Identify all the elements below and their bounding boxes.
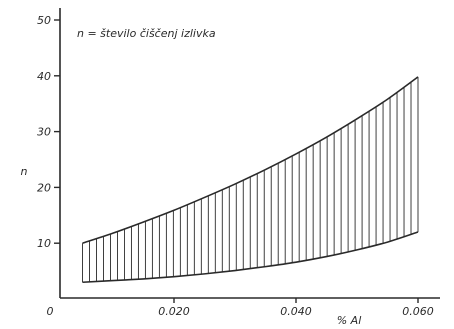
y-tick-label: 40 (37, 70, 51, 83)
y-tick-label: 20 (37, 181, 51, 194)
y-tick-label: 50 (37, 14, 51, 27)
x-tick-label: 0.020 (158, 305, 190, 318)
lower-curve (82, 231, 419, 284)
x-axis-label: % Al (337, 314, 362, 327)
x-tick-label: 0.060 (402, 305, 434, 318)
x-tick-label: 0.040 (280, 305, 312, 318)
upper-curve (82, 76, 419, 244)
y-tick-label: 10 (37, 237, 51, 250)
y-tick-label: 30 (37, 126, 51, 139)
y-axis-label: n (21, 165, 28, 178)
x-tick-label: 0 (47, 305, 54, 318)
legend-annotation: n = število čiščenj izlivka (77, 27, 216, 40)
